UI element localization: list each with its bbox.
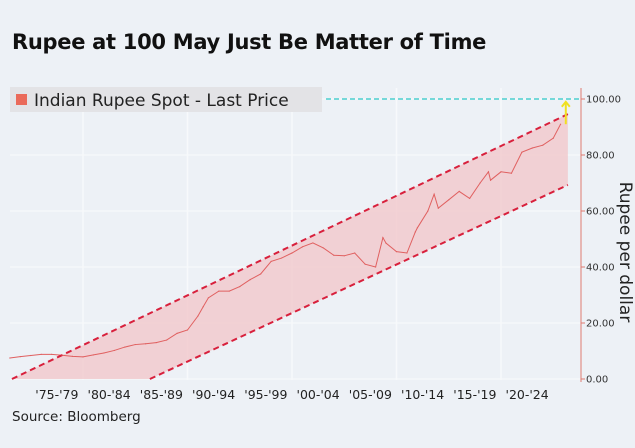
x-ticks: '75-'79 '80-'84 '85-'89 '90-'94 '95-'99 '00-'… xyxy=(35,387,548,402)
data-point xyxy=(521,151,523,153)
data-point xyxy=(382,237,384,239)
x-tick-label: '80-'84 xyxy=(88,387,131,402)
data-point xyxy=(19,356,21,358)
data-point xyxy=(249,279,251,281)
channel-upper-line xyxy=(11,113,569,380)
data-point xyxy=(469,197,471,199)
x-tick-label: '85-'89 xyxy=(140,387,183,402)
data-point xyxy=(61,354,63,356)
chart-title: Rupee at 100 May Just Be Matter of Time xyxy=(12,30,487,54)
data-point xyxy=(176,332,178,334)
data-point xyxy=(280,257,283,259)
data-point xyxy=(542,144,544,146)
y-tick-label: 100.00 xyxy=(586,95,621,106)
x-tick-label: '15-'19 xyxy=(453,387,496,402)
channel-lower-line xyxy=(149,184,569,380)
data-point xyxy=(385,242,387,244)
data-point xyxy=(197,315,199,317)
data-point xyxy=(510,172,513,174)
x-tick-label: '75-'79 xyxy=(35,387,78,402)
data-point xyxy=(395,251,398,253)
y-tick-label: 20.00 xyxy=(586,319,615,330)
data-point xyxy=(489,179,492,181)
data-point xyxy=(414,231,416,233)
data-point xyxy=(312,242,314,244)
data-point xyxy=(51,353,53,355)
data-point xyxy=(433,193,435,195)
data-point xyxy=(82,356,84,358)
x-tick-label: '10-'14 xyxy=(401,387,444,402)
x-tick-label: '95-'99 xyxy=(244,387,287,402)
data-point xyxy=(364,263,366,265)
data-point xyxy=(71,355,74,357)
data-point xyxy=(487,171,490,173)
y-axis-label: Rupee per dollar xyxy=(615,182,635,323)
data-point xyxy=(30,354,32,357)
data-point xyxy=(343,255,345,257)
legend-marker xyxy=(16,94,27,105)
data-point xyxy=(437,207,439,209)
up-arrow-icon xyxy=(561,100,571,125)
data-point xyxy=(333,254,335,256)
data-point xyxy=(186,329,189,331)
data-point xyxy=(500,171,502,173)
source-note: Source: Bloomberg xyxy=(12,409,141,425)
arrow-head xyxy=(561,100,571,108)
data-point xyxy=(103,352,105,354)
y-tick-label: 40.00 xyxy=(586,263,615,274)
legend-box xyxy=(10,87,322,112)
y-ticks: 0.00 20.00 40.00 60.00 80.00 100.00 xyxy=(581,95,621,386)
data-point xyxy=(416,227,418,229)
data-point xyxy=(559,123,562,125)
data-point xyxy=(202,306,204,308)
y-tick-label: 80.00 xyxy=(586,151,615,162)
data-point xyxy=(427,210,429,212)
data-point xyxy=(458,190,460,192)
legend-label: Indian Rupee Spot - Last Price xyxy=(34,91,289,111)
y-tick-label: 60.00 xyxy=(586,207,615,218)
data-point xyxy=(406,252,408,254)
data-point xyxy=(260,273,262,275)
data-point xyxy=(218,290,220,292)
data-point xyxy=(552,137,554,139)
data-point xyxy=(270,260,272,262)
data-point xyxy=(301,246,304,248)
data-point xyxy=(448,199,450,201)
data-point xyxy=(531,147,533,149)
data-point xyxy=(40,353,42,355)
x-tick-label: '00-'04 xyxy=(297,387,340,402)
data-point xyxy=(166,339,168,341)
data-point xyxy=(145,343,147,345)
legend: Indian Rupee Spot - Last Price xyxy=(10,87,322,112)
data-point xyxy=(124,346,126,348)
grid xyxy=(10,88,580,380)
x-tick-label: '90-'94 xyxy=(192,387,235,402)
data-point xyxy=(228,290,230,292)
data-point xyxy=(239,286,241,288)
data-point xyxy=(155,342,157,344)
data-point xyxy=(479,182,481,184)
data-point xyxy=(354,252,356,254)
data-point xyxy=(375,266,377,268)
x-tick-label: '05-'09 xyxy=(349,387,392,402)
y-tick-label: 0.00 xyxy=(586,375,608,386)
data-point xyxy=(92,354,95,356)
data-point xyxy=(134,343,136,346)
data-point xyxy=(291,252,293,254)
x-tick-label: '20-'24 xyxy=(506,387,549,402)
data-point xyxy=(322,247,324,249)
data-point xyxy=(207,297,209,299)
data-point xyxy=(9,357,11,359)
data-point xyxy=(113,349,115,352)
